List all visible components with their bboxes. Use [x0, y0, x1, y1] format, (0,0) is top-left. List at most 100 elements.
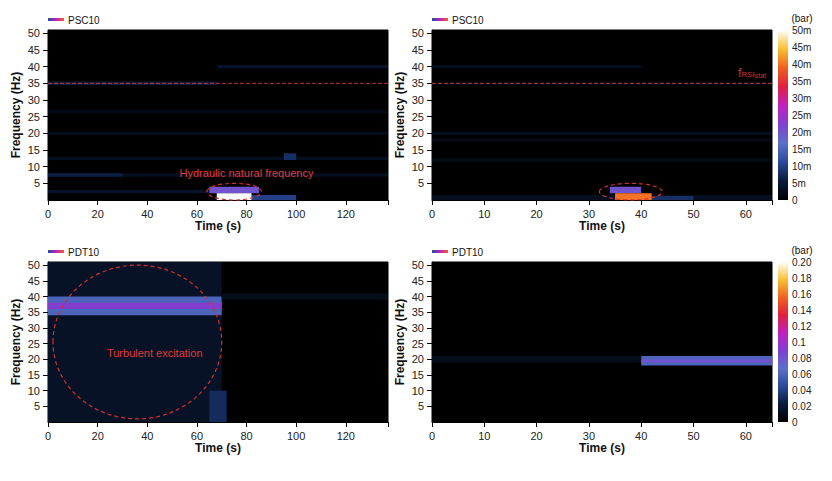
svg-text:15: 15 [28, 369, 40, 381]
svg-text:30: 30 [583, 208, 595, 220]
svg-text:5: 5 [34, 400, 40, 412]
svg-text:0: 0 [429, 430, 435, 442]
svg-text:25: 25 [412, 111, 424, 123]
svg-text:30m: 30m [792, 93, 811, 104]
svg-text:120: 120 [337, 430, 355, 442]
svg-text:0.20: 0.20 [792, 257, 812, 268]
svg-text:45m: 45m [792, 42, 811, 53]
svg-text:40: 40 [412, 291, 424, 303]
svg-text:20m: 20m [792, 127, 811, 138]
svg-text:35: 35 [412, 77, 424, 89]
svg-text:20: 20 [412, 127, 424, 139]
svg-text:10: 10 [478, 208, 490, 220]
svg-text:35m: 35m [792, 76, 811, 87]
svg-text:20: 20 [28, 127, 40, 139]
svg-text:20: 20 [530, 208, 542, 220]
svg-text:Time (s): Time (s) [195, 441, 241, 455]
svg-text:Frequency (Hz): Frequency (Hz) [393, 72, 407, 159]
svg-text:100: 100 [287, 430, 305, 442]
svg-text:15: 15 [28, 144, 40, 156]
svg-text:50: 50 [687, 430, 699, 442]
svg-text:Turbulent excitation: Turbulent excitation [107, 347, 203, 359]
svg-text:30: 30 [412, 94, 424, 106]
svg-text:0.1: 0.1 [792, 337, 806, 348]
svg-text:5m: 5m [792, 178, 806, 189]
svg-text:40: 40 [141, 430, 153, 442]
svg-text:Time (s): Time (s) [195, 219, 241, 233]
svg-text:10: 10 [412, 385, 424, 397]
svg-text:50: 50 [687, 208, 699, 220]
svg-text:0.18: 0.18 [792, 273, 812, 284]
svg-text:40: 40 [28, 291, 40, 303]
svg-text:(bar): (bar) [791, 245, 812, 256]
svg-text:0.06: 0.06 [792, 369, 812, 380]
svg-text:25: 25 [412, 338, 424, 350]
svg-text:10m: 10m [792, 161, 811, 172]
svg-text:45: 45 [412, 44, 424, 56]
svg-text:100: 100 [287, 208, 305, 220]
svg-text:5: 5 [34, 177, 40, 189]
svg-text:0.08: 0.08 [792, 353, 812, 364]
svg-text:15m: 15m [792, 144, 811, 155]
svg-text:PSC10: PSC10 [68, 15, 100, 26]
svg-text:35: 35 [28, 77, 40, 89]
svg-text:20: 20 [28, 353, 40, 365]
svg-text:10: 10 [412, 161, 424, 173]
svg-text:40m: 40m [792, 59, 811, 70]
svg-text:stat: stat [755, 72, 766, 79]
svg-text:35: 35 [412, 306, 424, 318]
svg-text:Frequency (Hz): Frequency (Hz) [9, 72, 23, 159]
svg-text:40: 40 [635, 208, 647, 220]
svg-text:PSC10: PSC10 [452, 15, 484, 26]
svg-text:40: 40 [141, 208, 153, 220]
svg-text:10: 10 [28, 161, 40, 173]
svg-text:0.12: 0.12 [792, 321, 812, 332]
svg-text:50: 50 [412, 259, 424, 271]
svg-text:50: 50 [28, 27, 40, 39]
svg-text:45: 45 [28, 275, 40, 287]
svg-text:10: 10 [28, 385, 40, 397]
svg-text:(bar): (bar) [791, 13, 812, 24]
svg-text:0.14: 0.14 [792, 305, 812, 316]
svg-text:50: 50 [412, 27, 424, 39]
svg-text:5: 5 [418, 400, 424, 412]
svg-text:80: 80 [240, 430, 252, 442]
svg-text:20: 20 [412, 353, 424, 365]
svg-text:60: 60 [740, 208, 752, 220]
svg-text:25: 25 [28, 338, 40, 350]
svg-text:20: 20 [92, 430, 104, 442]
svg-text:120: 120 [337, 208, 355, 220]
svg-text:20: 20 [530, 430, 542, 442]
svg-text:15: 15 [412, 369, 424, 381]
svg-text:Frequency (Hz): Frequency (Hz) [9, 299, 23, 386]
svg-text:Frequency (Hz): Frequency (Hz) [393, 299, 407, 386]
svg-text:Hydraulic natural frequency: Hydraulic natural frequency [180, 167, 314, 179]
svg-text:0: 0 [792, 195, 798, 206]
svg-text:PDT10: PDT10 [452, 247, 484, 258]
svg-text:40: 40 [28, 61, 40, 73]
svg-text:15: 15 [412, 144, 424, 156]
svg-text:Time (s): Time (s) [579, 441, 625, 455]
svg-text:5: 5 [418, 177, 424, 189]
svg-text:30: 30 [412, 322, 424, 334]
svg-text:0: 0 [792, 417, 798, 428]
svg-text:0: 0 [429, 208, 435, 220]
svg-text:60: 60 [191, 208, 203, 220]
svg-text:50: 50 [28, 259, 40, 271]
svg-text:0.16: 0.16 [792, 289, 812, 300]
svg-text:PDT10: PDT10 [68, 247, 100, 258]
svg-text:50m: 50m [792, 25, 811, 36]
svg-text:80: 80 [240, 208, 252, 220]
svg-text:40: 40 [412, 61, 424, 73]
svg-text:0.04: 0.04 [792, 385, 812, 396]
svg-text:10: 10 [478, 430, 490, 442]
svg-text:60: 60 [191, 430, 203, 442]
svg-text:f: f [738, 66, 742, 80]
svg-text:30: 30 [583, 430, 595, 442]
svg-text:60: 60 [740, 430, 752, 442]
svg-text:45: 45 [28, 44, 40, 56]
svg-text:0.02: 0.02 [792, 401, 812, 412]
svg-text:0: 0 [45, 208, 51, 220]
svg-text:25m: 25m [792, 110, 811, 121]
svg-text:45: 45 [412, 275, 424, 287]
